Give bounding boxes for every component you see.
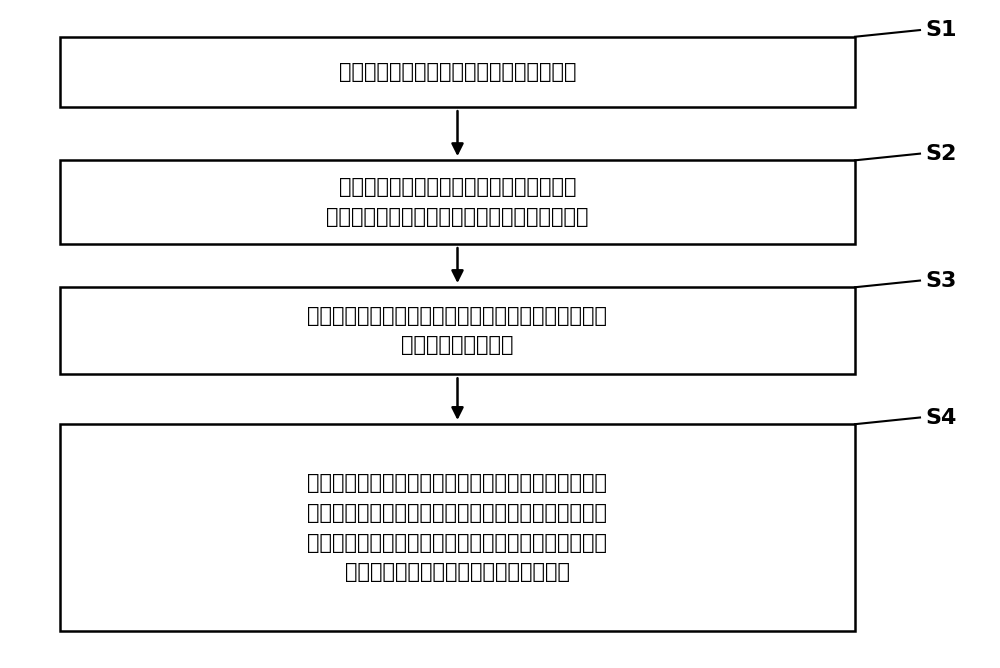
Text: S1: S1	[925, 20, 956, 40]
Bar	[60, 37, 855, 107]
Text: 根据公共电极电压补偿信号参数和公共电极电压补偿信
号参数的正负极性生成公共电极电压补偿控制信号，以
使公共电极产生单元根据公共电极电压补偿控制信号生
成具有补偿: 根据公共电极电压补偿信号参数和公共电极电压补偿信 号参数的正负极性生成公共电极电…	[308, 474, 608, 582]
Bar	[60, 287, 855, 374]
Bar	[60, 160, 855, 244]
Text: 统计用于显示画面的每一个像素的灰阶数据: 统计用于显示画面的每一个像素的灰阶数据	[339, 62, 576, 81]
Text: S4: S4	[925, 407, 956, 428]
Text: 根据像素电压极性翻转信号生成公共电极电压补偿信号
参数的正负极性信息: 根据像素电压极性翻转信号生成公共电极电压补偿信号 参数的正负极性信息	[308, 306, 608, 355]
Bar	[60, 424, 855, 631]
Text: S3: S3	[925, 271, 956, 291]
Text: 计算出相邻两行像素之间的灰阶偏移率，并
根据灰阶偏移率获取公共电极电压补偿信号参数: 计算出相邻两行像素之间的灰阶偏移率，并 根据灰阶偏移率获取公共电极电压补偿信号参…	[326, 177, 589, 227]
Text: S2: S2	[925, 144, 956, 164]
